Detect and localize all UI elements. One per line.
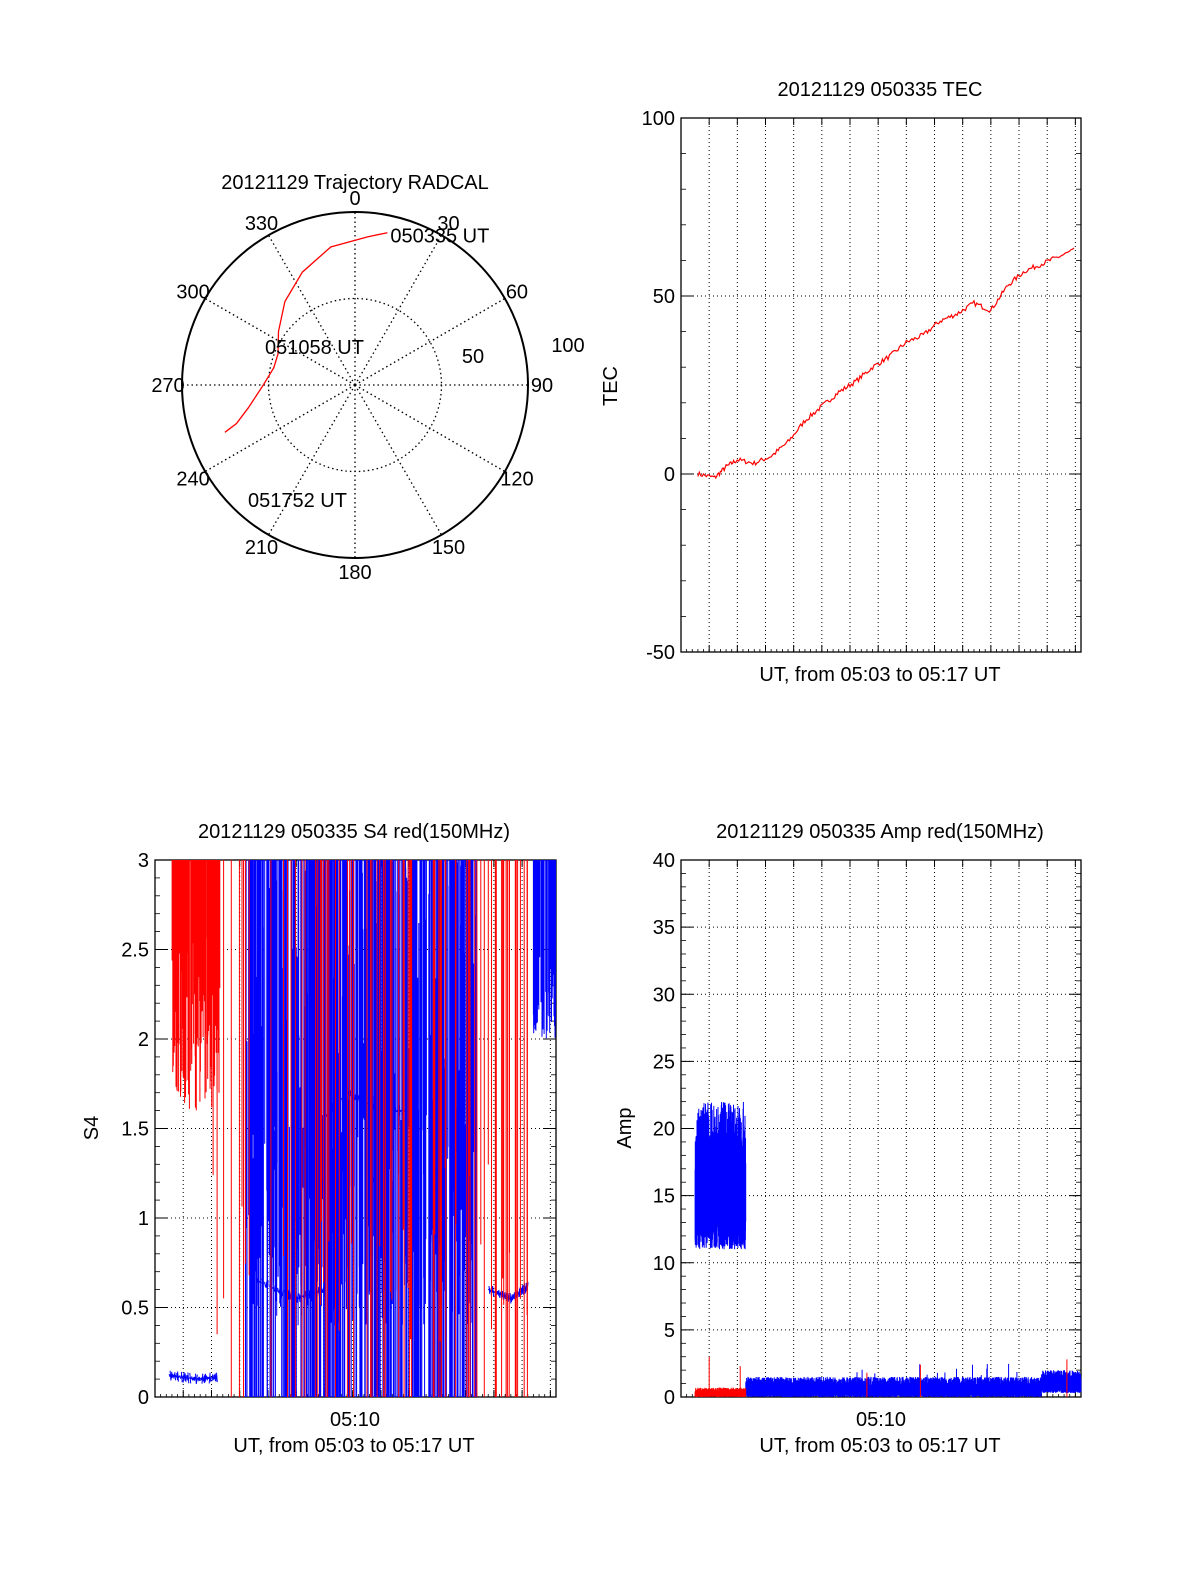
tec-ytick-label: 50: [653, 286, 675, 308]
polar-time-annotation: 050335 UT: [390, 226, 489, 248]
tec-ytick-label: 0: [664, 464, 675, 486]
amp-ytick-label: 20: [653, 1119, 675, 1141]
amp-red-spikes: [708, 1356, 1068, 1397]
s4-ytick-label: 2.5: [121, 940, 149, 962]
s4-xtick-label: 05:10: [330, 1409, 380, 1431]
amp-ytick-label: 35: [653, 917, 675, 939]
amp-blue-spikes: [856, 1363, 1018, 1397]
polar-outer-ring: [181, 211, 529, 559]
amp-ytick-label: 10: [653, 1253, 675, 1275]
polar-ring-label: 50: [462, 346, 484, 368]
polar-spoke: [267, 384, 356, 536]
s4-ylabel: S4: [81, 1116, 103, 1140]
polar-time-annotation: 051058 UT: [265, 337, 364, 359]
amp-ytick-label: 30: [653, 984, 675, 1006]
polar-spoke: [204, 384, 356, 473]
polar-spoke: [354, 384, 506, 473]
polar-azimuth-label: 60: [506, 282, 528, 304]
trajectory-polar-plot: 20121129 Trajectory RADCAL 0 30 60 90 120 150…: [151, 172, 584, 584]
s4-ytick-label: 1.5: [121, 1119, 149, 1141]
polar-azimuth-label: 30: [437, 213, 459, 235]
s4-red-series: [171, 860, 528, 1397]
amp-ytick-label: 5: [664, 1320, 675, 1342]
amp-ytick-label: 25: [653, 1051, 675, 1073]
polar-spoke: [354, 384, 443, 536]
polar-azimuth-label: 120: [500, 469, 533, 491]
tec-xlabel: UT, from 05:03 to 05:17 UT: [759, 664, 1000, 686]
amp-title: 20121129 050335 Amp red(150MHz): [716, 821, 1044, 843]
amp-ytick-label: 0: [664, 1387, 675, 1409]
tec-ylabel: TEC: [600, 366, 622, 406]
polar-spoke: [354, 234, 443, 386]
s4-blue-series: [168, 860, 556, 1397]
polar-time-annotation: 051752 UT: [248, 490, 347, 512]
tec-line-chart: 20121129 050335 TEC UT, from 05:03 to 05…: [600, 79, 1082, 686]
amp-ytick-label: 40: [653, 850, 675, 872]
polar-spoke: [204, 297, 356, 386]
polar-azimuth-label: 90: [531, 375, 553, 397]
s4-plot-area: [168, 860, 556, 1397]
polar-azimuth-label: 270: [151, 375, 184, 397]
polar-azimuth-label: 150: [432, 537, 465, 559]
amp-red-series: [694, 1387, 747, 1397]
s4-ytick-label: 2: [138, 1029, 149, 1051]
polar-trajectory-track: [224, 232, 388, 433]
amp-blue-series: [694, 1102, 747, 1250]
tec-series-line: [697, 247, 1075, 480]
polar-azimuth-label: 300: [176, 282, 209, 304]
s4-ytick-label: 0: [138, 1387, 149, 1409]
polar-spoke: [354, 297, 506, 386]
polar-azimuth-label: 330: [245, 213, 278, 235]
tec-ytick-label: 100: [642, 108, 675, 130]
polar-azimuth-label: 180: [338, 562, 371, 584]
amp-xlabel: UT, from 05:03 to 05:17 UT: [759, 1435, 1000, 1457]
polar-ring-label: 100: [551, 335, 584, 357]
polar-spoke: [267, 234, 356, 386]
polar-azimuth-label: 0: [349, 188, 360, 210]
s4-title: 20121129 050335 S4 red(150MHz): [198, 821, 510, 843]
amp-ytick-label: 15: [653, 1186, 675, 1208]
s4-ytick-label: 3: [138, 850, 149, 872]
polar-azimuth-label: 210: [245, 537, 278, 559]
s4-ytick-label: 1: [138, 1208, 149, 1230]
s4-line-chart: 20121129 050335 S4 red(150MHz) 05:10 UT,…: [81, 821, 557, 1457]
tec-title: 20121129 050335 TEC: [778, 79, 983, 101]
s4-ytick-label: 0.5: [121, 1298, 149, 1320]
amp-frame: [680, 859, 1082, 1398]
tec-ytick-label: -50: [646, 642, 675, 664]
amp-ylabel: Amp: [614, 1107, 636, 1148]
tec-frame: [680, 117, 1082, 653]
amp-blue-series: [1041, 1370, 1082, 1393]
polar-azimuth-label: 240: [176, 469, 209, 491]
s4-xlabel: UT, from 05:03 to 05:17 UT: [233, 1435, 474, 1457]
amp-line-chart: 20121129 050335 Amp red(150MHz) 05:10 UT…: [614, 821, 1082, 1457]
polar-title: 20121129 Trajectory RADCAL: [221, 172, 489, 194]
amp-blue-series: [745, 1376, 1042, 1397]
amp-xtick-label: 05:10: [856, 1409, 906, 1431]
